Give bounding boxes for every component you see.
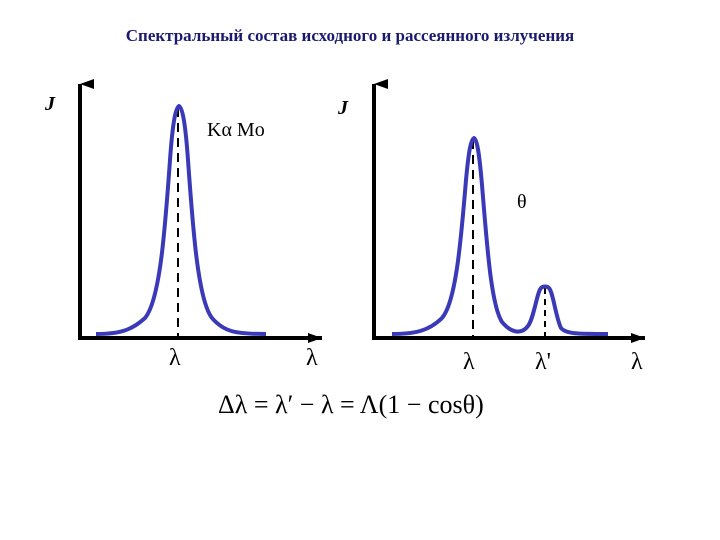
page-title: Спектральный состав исходного и рассеянн…: [125, 26, 575, 45]
left-axes: [78, 79, 322, 343]
left-x-axis-label: λ: [306, 345, 318, 371]
left-y-axis-label: J: [45, 93, 55, 115]
right-x-axis-label: λ: [631, 349, 643, 375]
right-angle-label: θ: [517, 191, 527, 213]
left-spectrum-curve: [95, 104, 267, 336]
right-peak1-lambda-label: λ: [463, 349, 475, 375]
left-peak-label: Kα Mo: [207, 119, 265, 141]
right-spectrum-curve: [391, 136, 609, 336]
right-y-axis-label: J: [338, 97, 348, 119]
left-peak-lambda-label: λ: [169, 345, 181, 371]
right-peak2-lambda-prime-label: λ': [535, 349, 551, 375]
right-axes: [372, 79, 645, 343]
compton-formula: Δλ = λ′ − λ = Λ(1 − cosθ): [218, 390, 484, 419]
